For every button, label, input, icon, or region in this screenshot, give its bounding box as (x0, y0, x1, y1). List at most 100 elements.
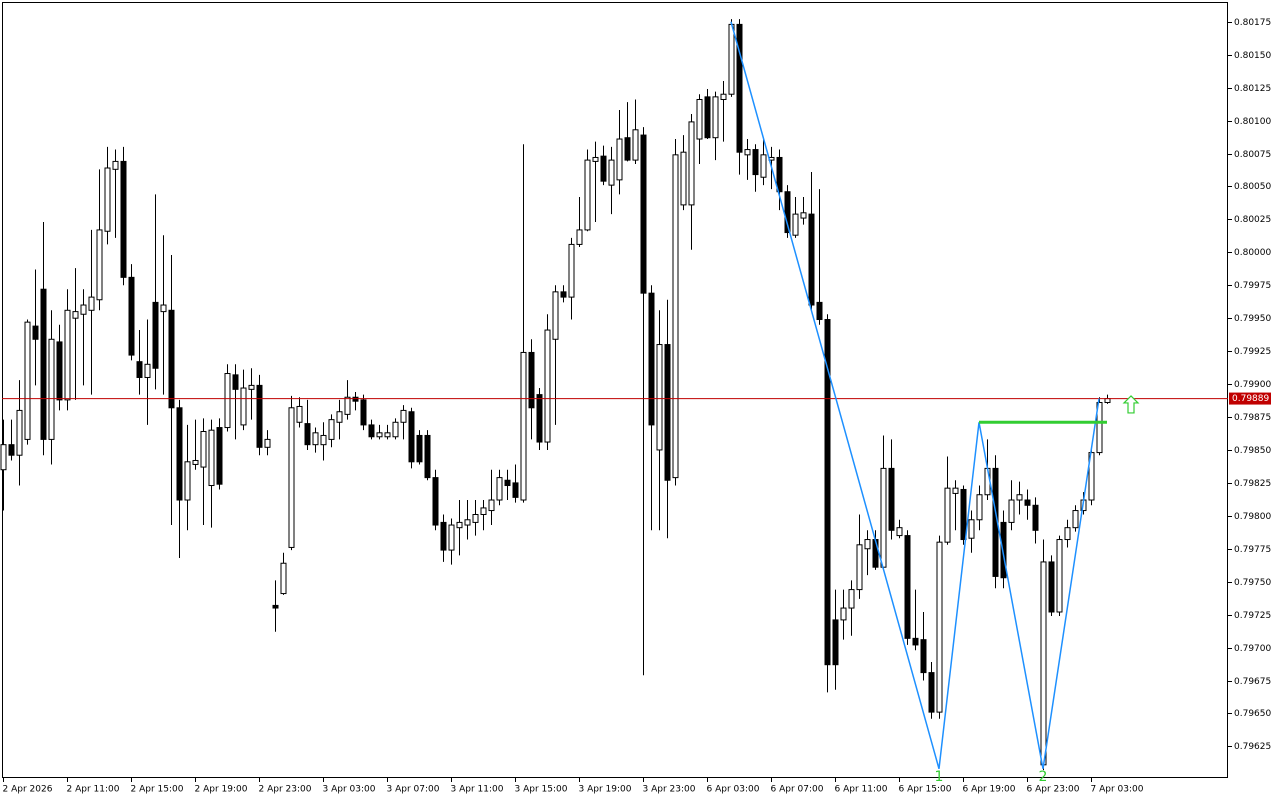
candle-body (304, 423, 311, 446)
candle-body (168, 309, 175, 409)
y-tick-label: 0.80150 (1234, 51, 1271, 61)
x-tick-label: 2 Apr 2026 (3, 785, 53, 795)
candle-body (928, 672, 935, 713)
pattern-point-label: 1 (935, 769, 944, 785)
candle-body (344, 396, 351, 415)
candle-body (136, 361, 143, 378)
candle-body (160, 304, 167, 313)
candle-body (1008, 499, 1015, 523)
candle-body (32, 325, 39, 340)
candle-body (352, 396, 359, 402)
candle-body (1032, 504, 1039, 531)
candle-body (800, 212, 807, 219)
y-tick-label: 0.79875 (1234, 413, 1271, 423)
candle-body (968, 519, 975, 539)
candle-body (264, 438, 271, 448)
x-tick-label: 3 Apr 15:00 (515, 785, 568, 795)
candle-body (240, 387, 247, 426)
candle-body (216, 427, 223, 485)
candle-body (712, 96, 719, 139)
candle-body (296, 405, 303, 423)
candle-body (592, 156, 599, 162)
candle-body (64, 309, 71, 401)
y-tick-label: 0.79950 (1234, 314, 1271, 324)
x-tick-label: 3 Apr 23:00 (643, 785, 696, 795)
candle-body (336, 411, 343, 423)
candle-body (632, 129, 639, 161)
candle-body (480, 507, 487, 516)
candle-body (208, 429, 215, 487)
candle-body (472, 514, 479, 523)
x-tick-label: 3 Apr 03:00 (323, 785, 376, 795)
candle-body (976, 494, 983, 521)
candle-body (72, 311, 79, 319)
x-tick-label: 6 Apr 19:00 (963, 785, 1016, 795)
candle-body (56, 341, 63, 401)
candle-body (88, 296, 95, 311)
candle-body (96, 229, 103, 301)
candle-body (256, 384, 263, 448)
plot-frame (2, 2, 1228, 778)
candle-body (888, 467, 895, 531)
candle-body (840, 607, 847, 621)
candle-body (432, 477, 439, 526)
candle-body (416, 434, 423, 463)
candle-body (624, 137, 631, 161)
plot-area (0, 19, 1111, 771)
candle-body (696, 98, 703, 140)
candle-body (544, 329, 551, 443)
candle-body (752, 149, 759, 176)
candle-body (80, 304, 87, 315)
candle-body (392, 421, 399, 438)
x-tick-label: 3 Apr 07:00 (387, 785, 440, 795)
candle-body (664, 344, 671, 481)
y-tick-label: 0.80000 (1234, 248, 1271, 258)
candle-body (360, 399, 367, 426)
candle-body (960, 488, 967, 541)
candle-body (232, 374, 239, 390)
candle-body (640, 134, 647, 294)
signal-arrow (1122, 395, 1140, 414)
candle-body (560, 291, 567, 298)
candle-body (248, 384, 255, 390)
x-tick-label: 7 Apr 03:00 (1091, 785, 1144, 795)
candle-body (128, 276, 135, 356)
y-tick-label: 0.80075 (1234, 150, 1271, 160)
y-tick-label: 0.80100 (1234, 117, 1271, 127)
candle-body (784, 191, 791, 234)
candle-body (520, 351, 527, 501)
candle-body (552, 291, 559, 340)
y-tick-label: 0.79800 (1234, 512, 1271, 522)
candle-body (904, 535, 911, 639)
candle-body (400, 409, 407, 423)
candle-body (576, 229, 583, 245)
x-tick-label: 2 Apr 15:00 (131, 785, 184, 795)
candle-body (720, 93, 727, 100)
candle-body (568, 243, 575, 298)
candle-body (1016, 494, 1023, 501)
candle-body (104, 167, 111, 232)
candle-body (424, 434, 431, 479)
candle-body (1096, 402, 1103, 454)
current-price-box (1229, 392, 1271, 405)
candle-body (528, 351, 535, 409)
candle-body (1064, 527, 1071, 541)
candle-body (896, 527, 903, 537)
y-tick-label: 0.79925 (1234, 347, 1271, 357)
candle-body (920, 639, 927, 674)
y-tick-label: 0.80125 (1234, 84, 1271, 94)
candle-body (688, 121, 695, 206)
candle-body (672, 154, 679, 479)
candle-body (944, 487, 951, 543)
candle-body (144, 363, 151, 378)
candle-body (16, 409, 23, 456)
candle-body (224, 373, 231, 429)
candle-body (376, 432, 383, 438)
x-tick-label: 2 Apr 23:00 (259, 785, 312, 795)
candle-body (648, 292, 655, 426)
candle-body (368, 424, 375, 438)
candle-body (1056, 539, 1063, 613)
candle-body (584, 159, 591, 231)
